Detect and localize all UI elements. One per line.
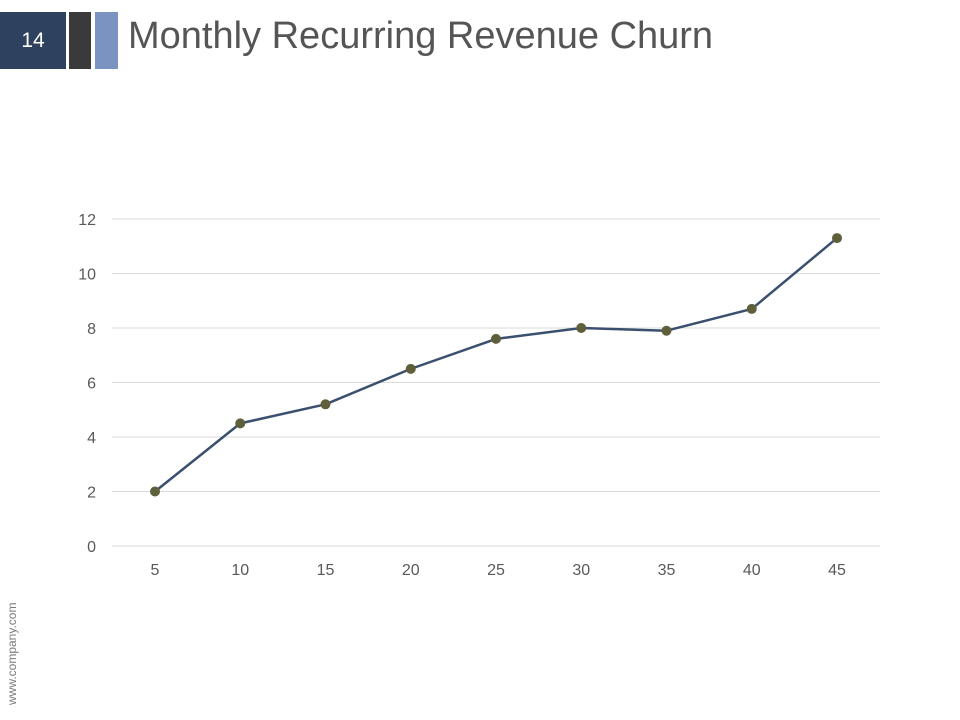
data-point <box>661 325 672 336</box>
chart-gridlines <box>112 218 880 547</box>
page-title: Monthly Recurring Revenue Churn <box>128 15 714 57</box>
footer-url: www.company.com <box>5 602 19 705</box>
x-tick-label: 10 <box>231 562 249 579</box>
data-point <box>491 333 501 344</box>
data-point <box>576 323 587 333</box>
x-tick-label: 20 <box>402 562 420 579</box>
x-tick-label: 30 <box>572 562 590 579</box>
accent-bar-light <box>95 12 118 69</box>
data-point <box>405 363 416 374</box>
data-point <box>235 418 246 429</box>
y-tick-label: 8 <box>87 321 96 338</box>
data-point <box>832 233 842 244</box>
data-point <box>746 303 757 314</box>
y-tick-label: 2 <box>87 485 96 502</box>
x-tick-label: 40 <box>743 562 761 579</box>
x-axis-ticks: 5 10 15 20 25 30 35 40 45 <box>151 562 846 579</box>
slide-number: 14 <box>21 28 45 52</box>
y-tick-label: 4 <box>87 430 96 447</box>
x-tick-label: 5 <box>151 562 160 579</box>
y-tick-label: 6 <box>87 376 96 393</box>
x-tick-label: 45 <box>828 562 846 579</box>
y-tick-label: 10 <box>78 267 96 284</box>
x-tick-label: 35 <box>658 562 676 579</box>
y-axis-ticks: 0 2 4 6 8 10 12 <box>78 212 96 556</box>
chart-series <box>150 233 842 497</box>
accent-bar-dark <box>69 12 91 69</box>
y-tick-label: 0 <box>87 539 96 556</box>
x-tick-label: 25 <box>487 562 505 579</box>
slide-number-box: 14 <box>0 12 66 69</box>
y-tick-label: 12 <box>78 212 96 229</box>
series-line <box>154 237 838 493</box>
data-point <box>320 399 331 410</box>
data-point <box>150 486 160 497</box>
x-tick-label: 15 <box>317 562 335 579</box>
